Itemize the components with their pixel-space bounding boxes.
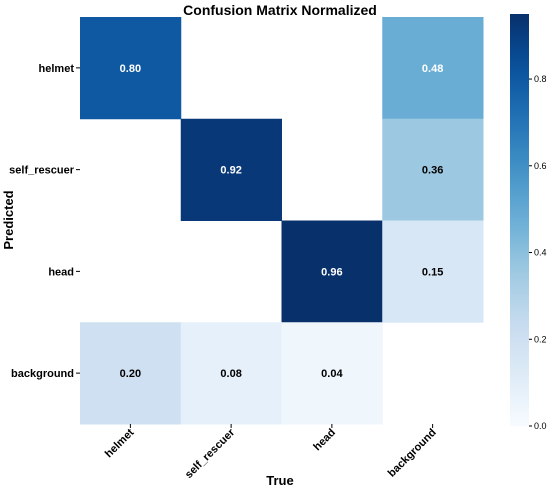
y-tick-label: helmet — [39, 63, 75, 75]
heatmap-cell — [180, 322, 282, 425]
colorbar-gradient — [510, 14, 529, 426]
heatmap-cell — [281, 322, 383, 425]
heatmap-cell — [382, 118, 484, 221]
cell-value-label: 0.15 — [422, 266, 443, 278]
y-axis-label: Predicted — [1, 190, 16, 249]
cell-value-label: 0.20 — [120, 368, 141, 380]
heatmap-cells: 0.80 0.48 0.92 0.36 0.96 0.15 0.20 0.08 0.04 — [80, 17, 484, 425]
colorbar-tick-label: 0.2 — [534, 334, 547, 344]
x-tick-label: helmet — [103, 426, 137, 460]
x-tick-label: background — [386, 427, 439, 480]
x-tick-label: head — [311, 427, 338, 454]
heatmap-cell — [180, 118, 282, 221]
cell-value-label: 0.80 — [120, 63, 141, 75]
cell-value-label: 0.92 — [220, 165, 241, 177]
x-tick-label: self_rescuer — [183, 426, 238, 481]
colorbar-tick-label: 0.4 — [534, 248, 547, 258]
x-axis-label: True — [266, 473, 293, 488]
y-tick-label: self_rescuer — [9, 165, 75, 177]
heatmap-cell — [382, 17, 484, 120]
cell-value-label: 0.96 — [321, 266, 342, 278]
chart-title: Confusion Matrix Normalized — [183, 2, 377, 18]
cell-value-label: 0.48 — [422, 63, 443, 75]
heatmap-cell — [382, 220, 484, 323]
colorbar-tick-label: 0.0 — [534, 421, 547, 431]
cell-value-label: 0.08 — [220, 368, 241, 380]
colorbar-tick-label: 0.8 — [534, 74, 547, 84]
colorbar-tick-label: 0.6 — [534, 161, 547, 171]
cell-value-label: 0.36 — [422, 165, 443, 177]
y-tick-label: head — [48, 266, 74, 278]
heatmap-cell — [80, 322, 182, 425]
colorbar: 0.0 0.2 0.4 0.6 0.8 — [510, 14, 547, 431]
heatmap-cell — [80, 17, 182, 120]
cell-value-label: 0.04 — [321, 368, 343, 380]
y-tick-label: background — [11, 368, 74, 380]
heatmap-cell — [281, 220, 383, 323]
